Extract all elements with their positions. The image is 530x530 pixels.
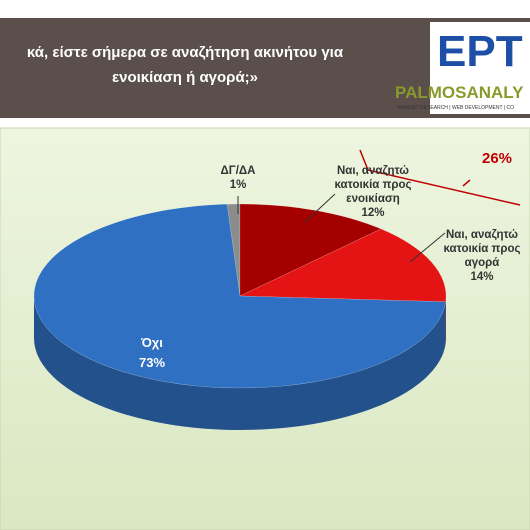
slice-label: Ναι, αναζητώ κατοικία προς ενοικίαση 12%: [328, 164, 418, 220]
pie-slice: [226, 203, 241, 297]
value-label: 73%: [138, 355, 166, 370]
logo-brand: PALMOSANALY: [395, 83, 524, 102]
logo-box: [430, 22, 530, 114]
category-label: Ναι, αναζητώ κατοικία προς αγορά: [443, 229, 521, 269]
slice-label: Όχι 73%: [107, 333, 197, 373]
pie-slice: [33, 203, 446, 389]
title: κά, είστε σήμερα σε αναζήτηση ακινήτου γ…: [27, 44, 344, 86]
value-label: 14%: [470, 271, 494, 283]
slice-label: ΔΓ/ΔΑ 1%: [203, 164, 273, 192]
slice-side: [34, 296, 446, 430]
value-label: 1%: [229, 179, 247, 191]
slice-label: Ναι, αναζητώ κατοικία προς αγορά 14%: [437, 228, 527, 284]
category-label: Ναι, αναζητώ κατοικία προς ενοικίαση: [334, 165, 412, 205]
bracket-tick: [462, 179, 471, 187]
sides: [34, 296, 446, 430]
logo-main: ΕΡΤ: [437, 27, 523, 76]
pie-slice: [239, 228, 447, 303]
logo-tagline: MARKET RESEARCH | WEB DEVELOPMENT | CO: [398, 105, 514, 111]
category-label: ΔΓ/ΔΑ: [220, 165, 256, 177]
category-label: Όχι: [141, 335, 163, 350]
annotation: 26%: [482, 150, 512, 167]
pie-slice: [239, 203, 382, 297]
leader: [409, 232, 446, 263]
slice-side-group: [34, 296, 446, 430]
leader: [304, 193, 336, 223]
value-label: 12%: [361, 207, 385, 219]
bracket: [359, 149, 521, 206]
tops: [33, 203, 447, 389]
